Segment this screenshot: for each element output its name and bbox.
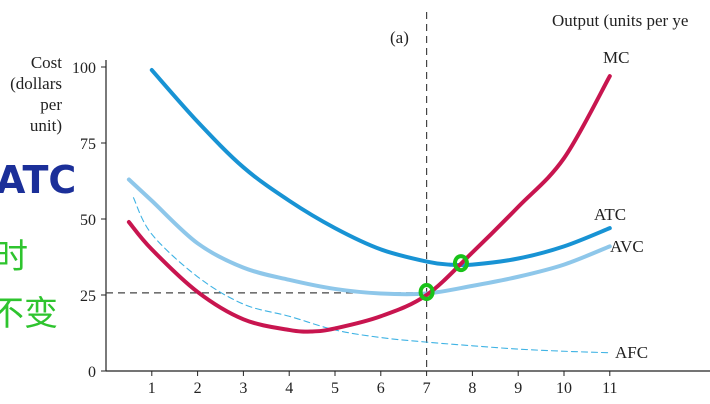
x-tick-label-7: 7 — [423, 380, 431, 397]
series-label-avc: AVC — [610, 237, 644, 256]
y-axis-label-line-4: unit) — [30, 116, 62, 135]
series-label-mc: MC — [603, 48, 629, 67]
x-tick-label-3: 3 — [239, 380, 247, 397]
x-tick-label-9: 9 — [514, 380, 522, 397]
output-label: Output (units per ye — [552, 11, 688, 30]
series-line-atc — [149, 68, 612, 268]
y-tick-label-0: 0 — [88, 364, 96, 381]
y-tick-label-100: 100 — [72, 60, 96, 77]
series-label-afc: AFC — [615, 343, 648, 362]
y-tick-label-50: 50 — [80, 212, 96, 229]
x-tick-label-8: 8 — [468, 380, 476, 397]
x-tick-label-10: 10 — [556, 380, 572, 397]
y-axis-label-line-3: per — [40, 95, 62, 114]
y-axis-label-line-1: Cost — [31, 53, 62, 72]
x-tick-label-5: 5 — [331, 380, 339, 397]
handwritten-note-line2: 不变 — [0, 294, 58, 334]
series-line-mc — [126, 74, 612, 334]
series-line-avc — [126, 177, 612, 297]
handwritten-atc: ATC — [0, 158, 76, 202]
handwritten-note-line1: 时 — [0, 237, 28, 277]
x-tick-label-2: 2 — [194, 380, 202, 397]
series-line-afc — [132, 197, 611, 354]
panel-label: (a) — [390, 28, 409, 47]
x-tick-label-4: 4 — [285, 380, 293, 397]
series-label-atc: ATC — [594, 205, 626, 224]
x-tick-label-6: 6 — [377, 380, 385, 397]
y-tick-label-75: 75 — [80, 136, 96, 153]
y-axis-label-line-2: (dollars — [10, 74, 62, 93]
x-tick-label-11: 11 — [602, 380, 617, 397]
marked-point-2 — [452, 254, 469, 273]
x-tick-label-1: 1 — [148, 380, 156, 397]
marked-point-1 — [418, 282, 435, 301]
y-tick-label-25: 25 — [80, 288, 96, 305]
